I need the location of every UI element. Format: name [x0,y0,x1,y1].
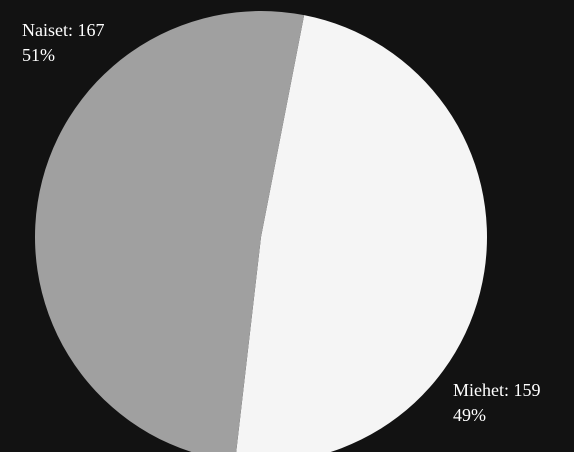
slice-label-naiset-percent: 51% [22,45,55,65]
pie-slices [35,11,487,452]
pie-slice-naiset [35,11,305,452]
slice-label-miehet-percent: 49% [453,405,486,425]
pie-slice-miehet [236,15,487,452]
slice-label-miehet-value: Miehet: 159 [453,380,541,400]
slice-label-naiset-value: Naiset: 167 [22,20,105,40]
